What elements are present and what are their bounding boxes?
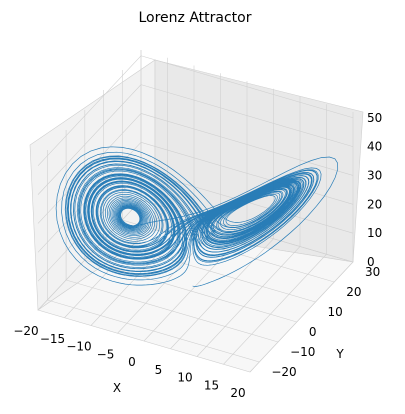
z-tick-label: 0 [367, 255, 375, 269]
grid-line [223, 254, 327, 365]
grid-line [140, 55, 354, 119]
grid-line [249, 261, 354, 373]
z-tick-label: 20 [367, 197, 382, 211]
grid-line [84, 259, 297, 323]
y-tick-label: −20 [271, 365, 296, 379]
y-tick-label: 30 [365, 265, 380, 279]
x-tick-label: −10 [66, 340, 91, 354]
y-tick-label: 20 [346, 285, 361, 299]
grid-line [66, 279, 279, 343]
grid-line [117, 223, 221, 334]
z-tick-label: 50 [367, 111, 382, 125]
x-tick-label: 5 [155, 363, 163, 377]
z-tick-label: 40 [367, 140, 382, 154]
z-tick-labels: 0 10 20 30 40 50 [367, 111, 382, 269]
grid-line [140, 84, 354, 147]
x-tick-label: 15 [204, 378, 219, 392]
z-tick-label: 10 [367, 226, 382, 240]
x-tick-label: −5 [97, 347, 115, 361]
grid-line [37, 55, 142, 166]
z-tick-label: 30 [367, 168, 382, 182]
x-tick-label: 20 [230, 386, 245, 400]
grid-line [37, 113, 142, 224]
grid-line [47, 299, 260, 363]
x-tick-labels: −20−15−10 −5 0 5 10 15 20 [13, 324, 245, 400]
grid-line [37, 199, 142, 311]
grid-line [140, 142, 354, 205]
y-tick-label: −10 [290, 345, 315, 359]
x-tick-label: 0 [128, 355, 136, 369]
grid-line [170, 238, 274, 349]
grid-line [196, 246, 301, 357]
grid-line [122, 219, 335, 283]
chart-title: Lorenz Attractor [138, 10, 251, 26]
x-tick-label: 10 [177, 371, 192, 385]
x-tick-label: −15 [40, 332, 65, 346]
grid-line [37, 84, 142, 195]
grid-line [140, 113, 354, 176]
y-tick-label: 0 [309, 325, 317, 339]
lorenz-trajectory [55, 146, 339, 287]
x-axis-label: X [113, 381, 121, 395]
y-tick-label: 10 [328, 305, 343, 319]
y-axis-label: Y [335, 347, 344, 361]
grid-line [37, 142, 142, 253]
x-tick-label: −20 [13, 324, 38, 338]
